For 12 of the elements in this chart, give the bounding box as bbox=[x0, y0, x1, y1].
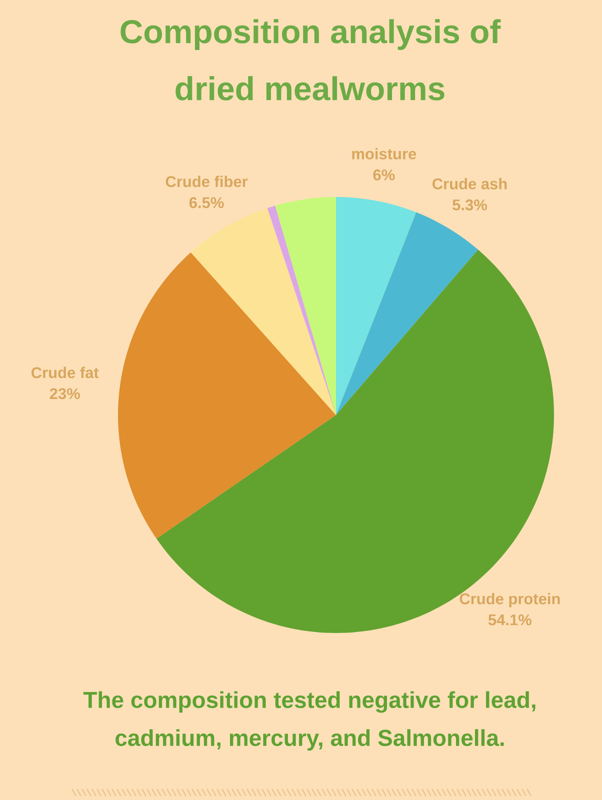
slice-label: Crude ash bbox=[432, 178, 507, 190]
data-label: 5.3% bbox=[452, 199, 487, 210]
data-label: 23% bbox=[50, 388, 80, 400]
slice-label: Crude fiber bbox=[166, 176, 248, 188]
slice-label: Crude protein bbox=[460, 592, 560, 608]
slice-label: moisture bbox=[352, 148, 416, 160]
slice-label: Crude fat bbox=[31, 366, 99, 378]
data-label: 6.5% bbox=[189, 197, 224, 208]
data-label: 54.1% bbox=[488, 614, 532, 626]
chart-title: Composition analysis of dried mealworms bbox=[120, 19, 501, 100]
text: The composition tested negative for lead, cadmium, mercury, and Salmonella. bbox=[83, 691, 536, 751]
data-label: 6% bbox=[373, 169, 395, 180]
